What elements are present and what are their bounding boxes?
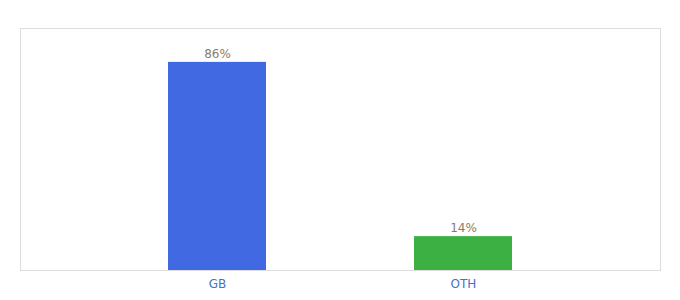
svg-text:14%: 14% <box>450 221 477 235</box>
svg-text:OTH: OTH <box>451 277 477 291</box>
svg-text:GB: GB <box>209 277 227 291</box>
svg-text:86%: 86% <box>204 47 231 61</box>
